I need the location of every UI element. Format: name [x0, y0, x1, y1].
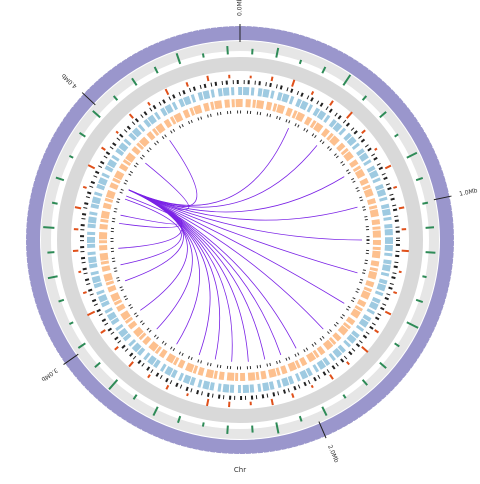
track-bar	[129, 362, 133, 367]
track-bar	[312, 385, 313, 387]
outer-ring	[33, 33, 447, 447]
track-bar	[292, 393, 293, 397]
link	[129, 145, 317, 207]
track-bar	[115, 347, 118, 350]
track-bar	[166, 385, 168, 389]
reverse-genes	[103, 103, 377, 377]
track-bar	[393, 292, 396, 293]
track-bar	[83, 292, 86, 293]
tick-label: 2.0Mb	[326, 444, 340, 464]
track-bar	[166, 89, 169, 95]
track-bar	[399, 272, 402, 273]
tick-label: 4.0Mb	[60, 72, 78, 90]
tick-label: 0.0Mb	[237, 0, 244, 16]
track-bar	[69, 322, 73, 324]
track-bar	[69, 156, 73, 158]
track-bar	[272, 399, 273, 405]
link	[129, 190, 323, 329]
track-bar	[362, 347, 368, 352]
track-bar	[207, 399, 208, 406]
track-bar	[362, 130, 365, 133]
track-bar	[292, 80, 294, 87]
track-bar	[203, 53, 204, 57]
track-bar	[375, 330, 379, 333]
axis-label: Chr	[234, 466, 246, 474]
track-bar	[426, 227, 434, 228]
track-bar	[116, 131, 118, 133]
track-bar	[347, 362, 349, 365]
track-bar	[343, 395, 345, 398]
track-bar	[187, 393, 188, 396]
track-bar	[207, 76, 208, 81]
track-bar	[330, 101, 333, 105]
track-bar	[422, 276, 426, 277]
track-bar	[312, 91, 314, 94]
track-bar	[88, 165, 94, 168]
track-bar	[78, 272, 81, 273]
link	[129, 163, 189, 210]
track-bar	[102, 147, 106, 150]
track-bar	[393, 187, 396, 188]
track-bar	[75, 207, 81, 208]
track-bar	[395, 134, 398, 136]
track-bar	[130, 114, 134, 118]
feature-track	[112, 112, 368, 368]
track-bar	[52, 203, 57, 204]
track-bar	[385, 166, 391, 169]
link	[129, 128, 289, 205]
track-bar	[399, 207, 404, 208]
track-bar	[43, 227, 54, 228]
track-bar	[426, 252, 436, 253]
track-bar	[375, 148, 377, 150]
track-bar	[272, 77, 273, 81]
track-bar	[203, 422, 204, 426]
tick-label: 1.0Mb	[459, 187, 479, 198]
tick-label: 3.0Mb	[40, 366, 59, 383]
track-bar	[385, 312, 391, 315]
track-bar	[101, 330, 105, 333]
track-bar	[83, 187, 86, 188]
track-bar	[227, 426, 228, 434]
track-bar	[422, 203, 427, 204]
track-bar	[227, 46, 228, 54]
link	[129, 190, 362, 240]
track-bar	[300, 60, 301, 64]
grey-band	[64, 64, 416, 416]
track-bar	[330, 375, 333, 379]
track-bar	[347, 112, 352, 118]
track-bar	[148, 375, 150, 378]
track-bar	[186, 82, 187, 86]
track-bar	[87, 312, 94, 316]
track-bar	[148, 102, 150, 105]
